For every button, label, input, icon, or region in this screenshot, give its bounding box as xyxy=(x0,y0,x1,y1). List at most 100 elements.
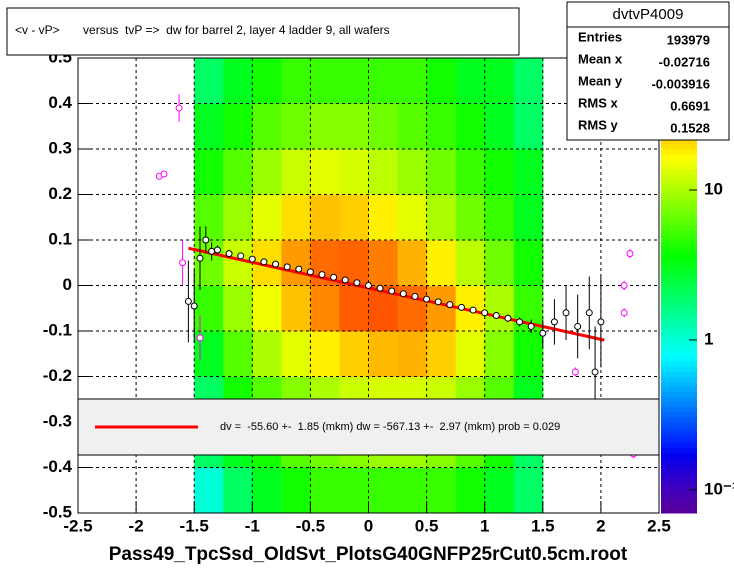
y-tick-label: 0.1 xyxy=(48,229,72,248)
profile-point xyxy=(562,309,570,317)
stats-title: dvtvP4009 xyxy=(613,6,684,23)
color-bar-step xyxy=(661,179,697,185)
profile-point xyxy=(492,312,500,320)
y-tick-label: -0.5 xyxy=(43,502,72,521)
heat-cell xyxy=(310,331,340,377)
color-bar-step xyxy=(661,164,697,170)
color-bar-step xyxy=(661,366,697,372)
y-tick-label: -0.1 xyxy=(43,320,72,339)
profile-point xyxy=(260,258,268,266)
heat-cell xyxy=(252,58,282,104)
profile-point xyxy=(527,322,535,330)
heat-cell xyxy=(339,194,369,241)
heat-cell xyxy=(426,240,457,286)
heat-cell xyxy=(194,285,224,332)
color-bar-step xyxy=(661,234,697,241)
color-bar-step xyxy=(661,194,697,201)
profile-point xyxy=(376,284,384,292)
profile-point xyxy=(539,329,547,337)
profile-point xyxy=(306,268,314,276)
heat-cell xyxy=(252,149,282,195)
profile-point xyxy=(620,309,628,317)
profile-point xyxy=(330,273,338,281)
profile-point xyxy=(585,309,593,317)
fit-line xyxy=(188,246,605,342)
color-bar-step xyxy=(661,229,697,236)
color-bar-step xyxy=(661,457,697,463)
x-tick-label: -1.5 xyxy=(180,516,209,535)
color-bar-step xyxy=(661,255,697,261)
color-bar-step xyxy=(661,437,697,443)
heat-cell xyxy=(513,331,544,377)
profile-point xyxy=(516,318,524,326)
heat-cell xyxy=(339,58,369,104)
heat-cell xyxy=(397,240,428,286)
x-tick-label: 2.5 xyxy=(647,516,671,535)
profile-point xyxy=(225,250,233,258)
color-bar-step xyxy=(661,209,697,216)
profile-point xyxy=(208,247,216,255)
color-bar-step xyxy=(661,240,697,246)
heat-cell xyxy=(368,103,399,150)
profile-point xyxy=(457,303,465,311)
color-bar-step xyxy=(661,492,697,499)
profile-point xyxy=(591,368,599,376)
heat-cell xyxy=(368,331,399,377)
heat-cell xyxy=(194,240,224,286)
profile-point xyxy=(295,265,303,273)
z-tick-label: 10⁻¹ xyxy=(704,479,734,498)
z-tick-label: 1 xyxy=(704,329,713,348)
x-axis-label: Pass49_TpcSsd_OldSvt_PlotsG40GNFP25rCut0… xyxy=(109,544,628,565)
color-bar-step xyxy=(661,214,697,221)
color-bar-step xyxy=(661,138,697,145)
heat-cell xyxy=(397,467,428,514)
y-tick-label: 0.2 xyxy=(48,184,72,203)
color-bar-step xyxy=(661,159,697,165)
profile-point xyxy=(190,302,198,310)
color-bar-step xyxy=(661,245,697,251)
heat-cell xyxy=(252,467,282,514)
color-bar-step xyxy=(661,204,697,211)
color-bar-step xyxy=(661,169,697,175)
profile-point xyxy=(283,263,291,271)
heat-cell xyxy=(281,240,311,286)
color-bar-step xyxy=(661,356,697,362)
profile-point xyxy=(175,104,183,112)
heat-cell xyxy=(513,240,544,286)
color-bar-step xyxy=(661,320,697,327)
color-bar-step xyxy=(661,351,697,357)
heat-cell xyxy=(252,331,282,377)
profile-point xyxy=(388,287,396,295)
heat-cell xyxy=(223,58,253,104)
heat-cell xyxy=(194,194,224,241)
heat-cell xyxy=(281,467,311,514)
heat-cell xyxy=(426,149,457,195)
heat-cell xyxy=(368,58,399,104)
heat-cell xyxy=(194,58,224,104)
profile-point xyxy=(248,255,256,263)
heat-cell xyxy=(484,149,515,195)
color-bar-step xyxy=(661,386,697,393)
color-bar-step xyxy=(661,260,697,266)
y-tick-label: 0.3 xyxy=(48,138,72,157)
color-bar-step xyxy=(661,396,697,403)
heat-cell xyxy=(397,331,428,377)
heat-cell xyxy=(455,331,486,377)
heat-cell xyxy=(397,194,428,241)
profile-point xyxy=(411,292,419,300)
color-bar-step xyxy=(661,315,697,322)
color-bar-step xyxy=(661,219,697,226)
color-bar-step xyxy=(661,184,697,190)
color-bar-step xyxy=(661,300,697,307)
heat-cell xyxy=(513,194,544,241)
profile-point xyxy=(202,236,210,244)
stats-box xyxy=(566,1,730,141)
legend-box xyxy=(77,398,660,456)
color-bar-step xyxy=(661,472,697,479)
color-bar-step xyxy=(661,406,697,413)
color-bar-step xyxy=(661,487,697,494)
x-tick-label: 0 xyxy=(364,516,373,535)
heat-cell xyxy=(368,194,399,241)
heat-cell xyxy=(513,103,544,150)
